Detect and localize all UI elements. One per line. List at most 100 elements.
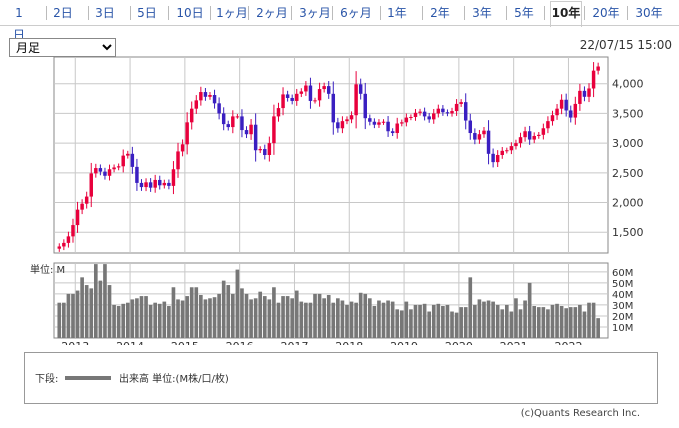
tab-separator — [584, 6, 585, 20]
candle-body — [559, 99, 564, 109]
volume-bar — [431, 304, 436, 338]
candle-body — [276, 108, 281, 117]
candle-body — [162, 182, 167, 186]
tab-1ヶ月[interactable]: 1ヶ月 — [216, 6, 248, 20]
volume-bar — [62, 302, 66, 338]
tab-separator — [464, 6, 465, 20]
volume-bar — [381, 302, 386, 338]
volume-bar — [463, 307, 468, 338]
volume-bar — [491, 301, 495, 338]
volume-bar — [71, 293, 75, 338]
candle-body — [71, 225, 75, 237]
candle-body — [354, 84, 358, 116]
volume-bar — [103, 264, 107, 338]
tab-20年[interactable]: 20年 — [592, 6, 620, 20]
volume-tick-label: 20M — [612, 312, 633, 323]
candle-body — [505, 150, 509, 152]
tab-3年[interactable]: 3年 — [472, 6, 492, 20]
tab-1年[interactable]: 1年 — [387, 6, 407, 20]
volume-bar — [75, 290, 80, 338]
tab-separator — [291, 6, 292, 20]
candle-body — [368, 118, 372, 122]
candle-body — [486, 130, 491, 154]
tab-separator — [88, 6, 89, 20]
candle-body — [477, 134, 482, 140]
candle-body — [253, 124, 258, 151]
volume-bar — [144, 296, 148, 338]
volume-bar — [418, 304, 422, 338]
candle-body — [454, 103, 459, 112]
candle-body — [322, 86, 326, 90]
volume-bar — [546, 309, 550, 338]
tab-2ヶ月[interactable]: 2ヶ月 — [256, 6, 288, 20]
tab-2日[interactable]: 2日 — [53, 6, 73, 20]
volume-bar — [413, 304, 418, 338]
candle-body — [153, 179, 157, 188]
volume-bar — [176, 299, 180, 338]
candle-body — [272, 116, 276, 144]
volume-bar — [189, 287, 194, 338]
price-tick-label: 1,500 — [612, 226, 644, 239]
candle-body — [349, 115, 354, 120]
tab-5年[interactable]: 5年 — [514, 6, 534, 20]
candle-body — [550, 115, 555, 122]
candle-body — [404, 117, 409, 123]
candle-body — [326, 86, 331, 94]
candle-body — [281, 94, 285, 109]
candle-body — [372, 121, 377, 125]
tab-5日[interactable]: 5日 — [137, 6, 157, 20]
candle-body — [527, 131, 532, 140]
candle-body — [381, 121, 386, 123]
volume-bar — [135, 298, 139, 338]
volume-bar — [395, 309, 400, 338]
candle-body — [500, 150, 504, 155]
volume-bar — [550, 304, 555, 338]
price-candles — [57, 62, 600, 252]
tab-2年[interactable]: 2年 — [430, 6, 450, 20]
candle-body — [432, 113, 436, 120]
volume-bar — [399, 310, 404, 338]
volume-bar — [527, 282, 532, 338]
volume-bar — [377, 300, 381, 338]
candle-body — [194, 100, 199, 109]
tab-divider — [0, 25, 679, 26]
volume-bar — [482, 301, 486, 338]
volume-bar — [299, 301, 304, 338]
tab-3日[interactable]: 3日 — [95, 6, 115, 20]
chart-interval-select[interactable]: 月足 — [9, 38, 116, 57]
candle-body — [263, 149, 267, 155]
volume-bar — [313, 293, 317, 338]
candle-body — [340, 121, 345, 129]
volume-bar — [568, 307, 573, 338]
volume-bar — [93, 264, 98, 338]
year-label: 2017 — [280, 340, 308, 345]
year-label: 2021 — [500, 340, 528, 345]
tab-separator — [380, 6, 381, 20]
volume-bar — [112, 304, 116, 338]
candle-body — [258, 149, 262, 151]
volume-bar — [468, 277, 473, 338]
volume-bar — [276, 302, 281, 338]
candle-body — [422, 111, 427, 117]
tab-6ヶ月[interactable]: 6ヶ月 — [340, 6, 372, 20]
candle-body — [80, 203, 84, 210]
volume-bar — [564, 308, 569, 338]
volume-bar — [66, 293, 71, 338]
candle-body — [304, 85, 308, 92]
volume-tick-label: 30M — [612, 301, 633, 312]
tab-30年[interactable]: 30年 — [635, 6, 663, 20]
candle-body — [226, 124, 230, 128]
volume-bar — [290, 298, 295, 338]
candle-body — [135, 166, 139, 183]
volume-bar — [523, 300, 527, 338]
tab-10日[interactable]: 10日 — [176, 6, 204, 20]
candle-body — [185, 122, 189, 145]
tab-separator — [168, 6, 169, 20]
volume-bar — [80, 277, 84, 338]
period-tabs: 1日 2日 3日 5日 10日 1ヶ月 2ヶ月 3ヶ月 6ヶ月 1年 2年 3年 5年 10年 20年 30年 — [0, 0, 679, 42]
tab-10年[interactable]: 10年 — [550, 1, 582, 27]
tab-3ヶ月[interactable]: 3ヶ月 — [299, 6, 331, 20]
year-label: 2013 — [61, 340, 89, 345]
candle-body — [112, 167, 116, 170]
volume-bar — [107, 285, 112, 338]
